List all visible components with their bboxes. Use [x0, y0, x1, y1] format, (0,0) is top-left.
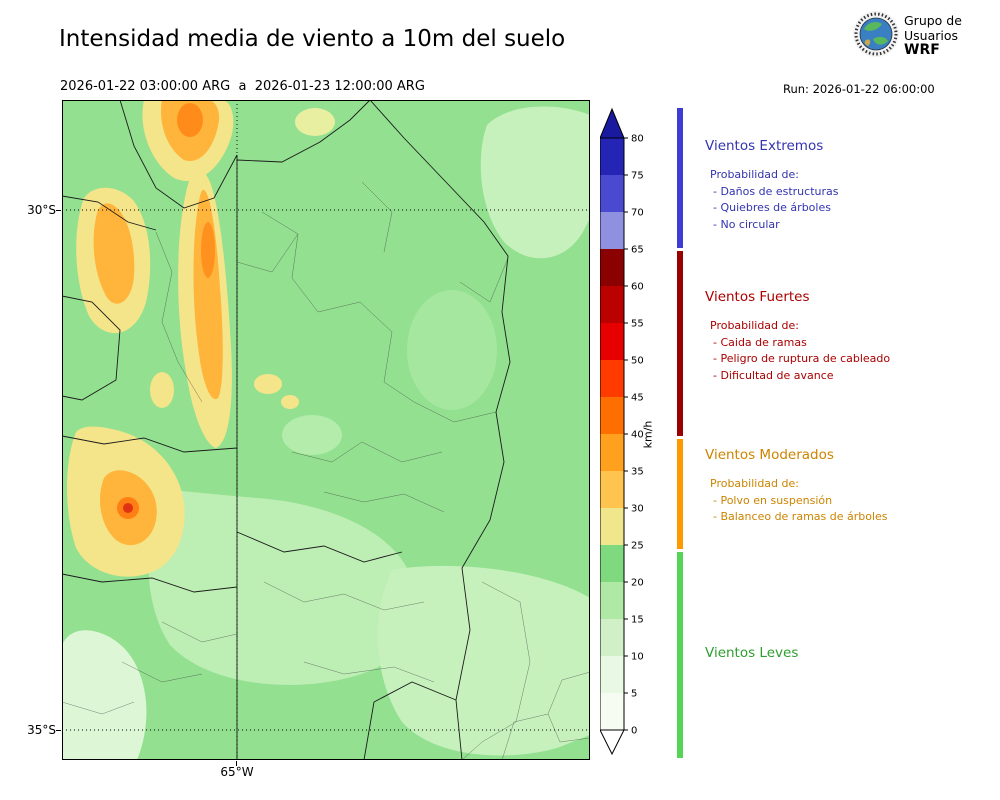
valid-period-label: 2026-01-22 03:00:00 ARG a 2026-01-23 12:… [60, 79, 425, 94]
page-title: Intensidad media de viento a 10m del sue… [59, 26, 566, 52]
legend-item: - Dificultad de avance [713, 368, 834, 382]
svg-text:60: 60 [631, 282, 644, 293]
lon-tick-label-65w: 65°W [220, 765, 254, 779]
svg-text:40: 40 [631, 430, 644, 441]
graticule-gridlines [62, 100, 590, 760]
svg-text:35: 35 [631, 467, 644, 478]
legend-item: - Quiebres de árboles [713, 201, 831, 214]
logo-line-1: Grupo de [904, 13, 962, 28]
map-base [59, 100, 590, 760]
svg-text:65: 65 [631, 245, 644, 256]
svg-text:10: 10 [631, 652, 644, 663]
svg-text:80: 80 [631, 134, 644, 145]
logo-line-2: Usuarios [904, 28, 959, 43]
svg-text:70: 70 [631, 208, 644, 219]
legend-item: - No circular [713, 217, 780, 231]
probability-label: Probabilidad de: [710, 477, 799, 490]
map-canvas [59, 99, 591, 761]
legend-section-body: Probabilidad de: - Polvo en suspensión -… [705, 476, 888, 526]
wrf-globe-logo [852, 10, 900, 58]
legend-section-title: Vientos Extremos [705, 138, 824, 154]
probability-label: Probabilidad de: [710, 319, 799, 332]
svg-text:45: 45 [631, 393, 644, 404]
legend-bar-moderate [677, 439, 683, 549]
department-borders [61, 181, 591, 761]
legend-item: - Peligro de ruptura de cableado [713, 352, 891, 365]
globe-icon [853, 11, 899, 57]
svg-text:55: 55 [631, 319, 644, 330]
svg-text:15: 15 [631, 615, 644, 626]
legend-bar-strong [677, 251, 683, 436]
legend-section-body: Probabilidad de: - Daños de estructuras … [705, 167, 839, 233]
map-frame [62, 100, 590, 760]
lon-tick-mark-65w [236, 761, 237, 766]
svg-text:0: 0 [631, 726, 637, 737]
legend-item: - Caida de ramas [713, 335, 807, 349]
legend-item: - Balanceo de ramas de árboles [713, 510, 888, 523]
colorbar: 0 5 10 15 20 25 30 35 40 45 50 55 60 65 70 75 80 [600, 108, 644, 756]
run-timestamp: Run: 2026-01-22 06:00:00 [783, 82, 935, 96]
lat-tick-label-35s: 35°S [27, 723, 56, 737]
colorbar-unit-label: km/h [641, 420, 655, 449]
legend-bar-light [677, 552, 683, 758]
logo-text: Grupo de Usuarios WRF [904, 13, 962, 58]
legend-section-title: Vientos Leves [705, 645, 799, 661]
legend-section-fuertes: Vientos Fuertes Probabilidad de: - Caida… [705, 289, 890, 384]
lat-tick-mark-35s [56, 730, 61, 731]
svg-text:5: 5 [631, 689, 637, 700]
legend-section-extremos: Vientos Extremos Probabilidad de: - Daño… [705, 138, 839, 233]
legend-item: - Polvo en suspensión [713, 493, 833, 507]
probability-label: Probabilidad de: [710, 168, 799, 181]
svg-text:30: 30 [631, 504, 644, 515]
legend-item: - Daños de estructuras [713, 184, 839, 198]
wind-contours [67, 100, 335, 577]
province-borders [61, 99, 511, 761]
legend-section-moderados: Vientos Moderados Probabilidad de: - Pol… [705, 447, 888, 526]
lat-tick-mark-30s [56, 210, 61, 211]
lat-tick-label-30s: 30°S [27, 203, 56, 217]
svg-text:20: 20 [631, 578, 644, 589]
legend-section-title: Vientos Fuertes [705, 289, 810, 305]
svg-text:50: 50 [631, 356, 644, 367]
legend-section-body: Probabilidad de: - Caida de ramas - Peli… [705, 318, 890, 384]
logo-line-3: WRF [904, 42, 940, 58]
svg-text:75: 75 [631, 171, 644, 182]
legend-section-title: Vientos Moderados [705, 447, 834, 463]
legend-section-leves: Vientos Leves [705, 645, 798, 661]
wind-map [59, 99, 591, 761]
legend-bar-extreme [677, 108, 683, 248]
svg-text:25: 25 [631, 541, 644, 552]
